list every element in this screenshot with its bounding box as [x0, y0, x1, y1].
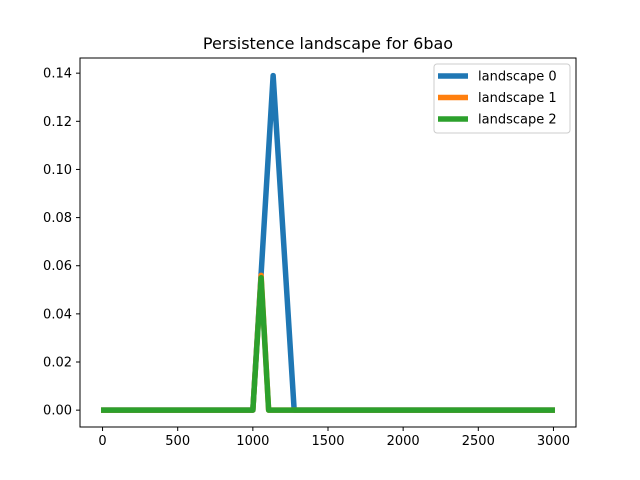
legend-box — [433, 63, 571, 134]
x-axis: 0 500 1000 1500 2000 2500 3000 — [98, 427, 570, 449]
y-tick-label: 0.08 — [43, 211, 72, 226]
y-tick-label: 0.10 — [43, 163, 72, 178]
x-tick-label: 1000 — [236, 434, 269, 449]
chart-title: Persistence landscape for 6bao — [203, 34, 453, 53]
x-tick-label: 0 — [98, 434, 106, 449]
legend: landscape 0 landscape 1 landscape 2 — [433, 63, 571, 134]
legend-label-2: landscape 2 — [478, 113, 557, 128]
x-tick-label: 3000 — [537, 434, 570, 449]
x-tick-label: 500 — [165, 434, 190, 449]
y-tick-label: 0.12 — [43, 115, 72, 130]
x-tick-label: 2000 — [387, 434, 420, 449]
x-tick-label: 2500 — [462, 434, 495, 449]
plot-area — [79, 57, 577, 428]
series-line-2 — [101, 275, 555, 413]
x-tick-label: 1500 — [311, 434, 344, 449]
legend-label-0: landscape 0 — [478, 70, 557, 85]
y-axis: 0.00 0.02 0.04 0.06 0.08 0.10 0.12 0.14 — [43, 67, 80, 419]
legend-label-1: landscape 1 — [478, 91, 557, 106]
y-tick-label: 0.00 — [43, 404, 72, 419]
y-tick-label: 0.02 — [43, 356, 72, 371]
y-tick-label: 0.04 — [43, 307, 72, 322]
y-tick-label: 0.14 — [43, 67, 72, 82]
y-tick-label: 0.06 — [43, 259, 72, 274]
